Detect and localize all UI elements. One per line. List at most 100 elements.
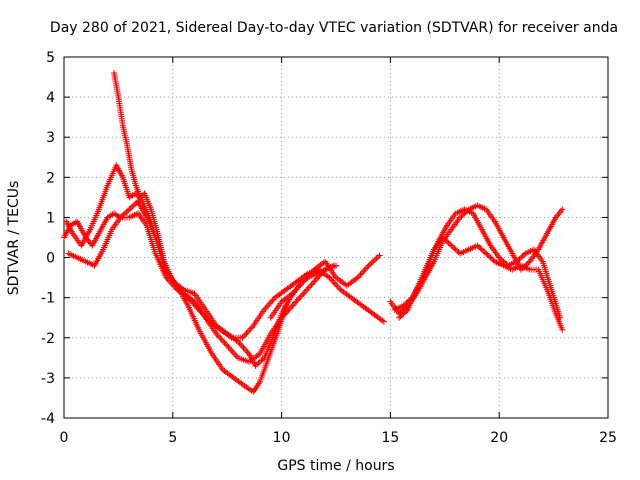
data-point [400,310,407,317]
data-point [357,271,364,278]
y-tick-label: 4 [46,90,55,106]
data-point [365,262,372,269]
data-point [303,287,310,294]
data-point [266,300,273,307]
data-point [515,257,522,264]
data-point [451,245,458,252]
data-point [478,246,485,253]
data-point [226,345,233,352]
y-tick-label: 0 [46,251,55,267]
data-point [221,339,228,346]
data-point [368,259,375,266]
data-point [364,264,371,271]
data-point [488,255,495,262]
data-point [253,361,260,368]
data-point [449,243,456,250]
data-point [333,262,339,269]
data-point [356,273,363,280]
data-point [525,259,532,266]
data-point [397,313,404,320]
data-point [119,213,126,220]
data-point [439,234,446,241]
data-point [370,258,377,265]
data-point [376,252,383,259]
data-point [441,235,448,242]
data-point [265,302,272,309]
data-point [475,243,482,250]
tick-labels: 0 5 10 15 20 25 -4 -3 -2 -1 0 1 2 3 4 5 [41,50,617,446]
data-point [132,201,139,208]
data-point [270,296,277,303]
data-point [263,303,270,310]
data-point [480,247,487,254]
data-point [516,255,523,262]
data-point [301,289,308,296]
data-point [127,205,134,212]
data-point [457,214,464,221]
data-point [130,202,137,209]
data-point [243,330,250,337]
x-tick-label: 0 [60,430,69,446]
data-point [246,327,253,334]
data-point [300,290,307,297]
x-tick-label: 10 [273,430,291,446]
data-point [228,347,235,354]
data-point [239,343,246,350]
y-tick-label: 1 [46,210,55,226]
data-point [400,302,407,309]
data-point [218,336,225,343]
y-tick-label: -4 [41,411,55,427]
data-point [403,300,410,307]
data-point [237,341,244,348]
data-point [244,328,251,335]
data-point [269,297,276,304]
data-point [240,333,247,340]
series-track-4 [65,210,387,341]
x-tick-label: 20 [490,430,508,446]
data-point [358,270,365,277]
data-point [373,255,380,262]
data-point [297,293,304,300]
data-point [396,314,403,321]
data-point [258,357,265,364]
data-point [445,239,452,246]
data-point [247,325,254,332]
data-point [361,267,368,274]
data-point [497,255,504,262]
data-point [267,299,274,306]
data-point [309,280,316,287]
x-tick-label: 15 [381,430,399,446]
data-point [241,346,248,353]
data-point [290,301,297,308]
data-point [327,276,334,283]
data-point [224,342,231,349]
x-tick-label: 25 [599,430,617,446]
data-point [256,358,263,365]
series-track-8 [396,234,566,333]
data-point [401,309,408,316]
data-point [403,308,410,315]
x-tick-label: 5 [168,430,177,446]
data-point [331,280,338,287]
series-track-5 [267,252,383,321]
data-point [446,241,453,248]
data-point [225,344,232,351]
data-point [311,278,318,285]
data-point [399,312,406,319]
data-point [360,268,367,275]
data-point [304,286,311,293]
data-point [486,253,493,260]
y-tick-label: -3 [41,371,55,387]
data-point [243,347,250,354]
data-point [452,246,459,253]
data-point [367,261,374,268]
data-point [305,284,312,291]
data-point [487,254,494,261]
data-point [454,247,461,254]
data-point [222,341,229,348]
data-point [216,333,223,340]
data-point [231,350,237,357]
data-point [138,193,145,200]
data-point [362,265,369,272]
axis-ticks [63,56,609,419]
